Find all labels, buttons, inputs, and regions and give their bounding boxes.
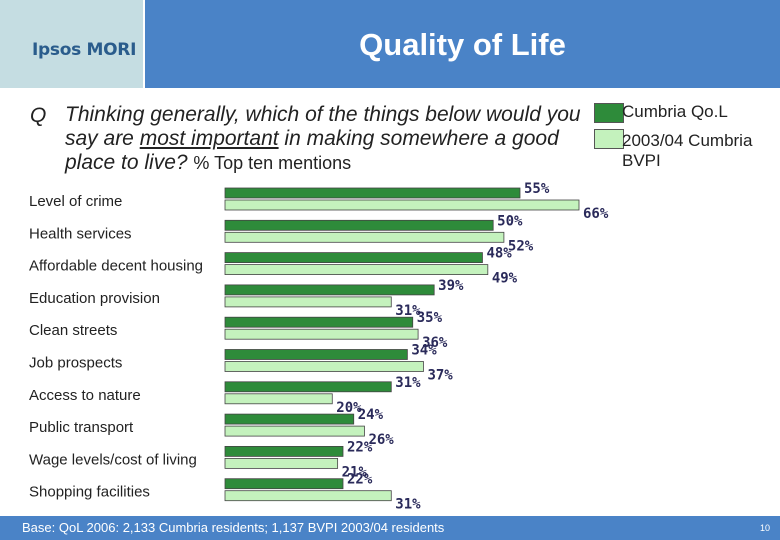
ipsos-mori-logo: Ipsos MORI [32,40,137,60]
legend-label-bvpi: 2003/04 Cumbria BVPI [622,131,753,170]
data-label-clean-streets-qol: 35% [417,310,443,326]
data-label-wage-levels-cost-of-living-bvpi: 21% [342,464,368,480]
bar-affordable-decent-housing-qol [224,252,483,264]
bar-clean-streets-qol [224,316,414,328]
bar-shopping-facilities-qol [224,478,344,490]
bar-education-provision-qol [224,284,435,296]
bar-public-transport-qol [224,413,355,425]
data-label-level-of-crime-qol: 55% [524,181,550,197]
category-label-public-transport: Public transport [29,419,134,436]
data-label-public-transport-qol: 24% [358,407,384,423]
category-label-access-to-nature: Access to nature [29,387,141,404]
bar-affordable-decent-housing-bvpi [224,264,489,276]
base-footnote: Base: QoL 2006: 2,133 Cumbria residents;… [22,520,445,535]
legend-swatch-bvpi [594,129,624,149]
bar-level-of-crime-qol [224,187,521,199]
category-label-wage-levels-cost-of-living: Wage levels/cost of living [29,451,197,468]
page-title: Quality of Life [359,27,566,62]
category-label-shopping-facilities: Shopping facilities [29,484,150,501]
question-label: Q [30,104,47,127]
data-label-affordable-decent-housing-qol: 48% [486,246,512,262]
bar-clean-streets-bvpi [224,328,419,340]
category-label-education-provision: Education provision [29,290,160,307]
legend-swatch-qol [594,103,624,123]
category-label-job-prospects: Job prospects [29,355,122,372]
footer-bar [0,516,780,540]
legend-label-qol: Cumbria Qo.L [622,102,728,121]
data-label-access-to-nature-qol: 31% [395,375,421,391]
header-bar [145,0,780,88]
bar-education-provision-bvpi [224,296,392,308]
bar-health-services-qol [224,219,494,231]
bar-wage-levels-cost-of-living-qol [224,445,344,457]
question-text: Thinking generally, which of the things … [65,103,585,175]
question-suffix: % Top ten mentions [193,153,352,173]
data-label-health-services-qol: 50% [497,213,523,229]
data-label-education-provision-qol: 39% [438,278,464,294]
bar-job-prospects-bvpi [224,361,424,372]
category-label-level-of-crime: Level of crime [29,193,122,210]
bar-wage-levels-cost-of-living-bvpi [224,457,339,469]
category-label-health-services: Health services [29,225,132,242]
question-text-underlined: most important [139,127,279,150]
data-label-affordable-decent-housing-bvpi: 49% [492,271,518,287]
category-label-affordable-decent-housing: Affordable decent housing [29,258,203,275]
data-label-education-provision-bvpi: 31% [395,303,421,319]
data-label-job-prospects-bvpi: 37% [427,368,453,384]
bar-access-to-nature-bvpi [224,393,333,405]
data-label-level-of-crime-bvpi: 66% [583,206,609,222]
question-text-after: in making somewhere a good place to live… [65,127,559,174]
bar-access-to-nature-qol [224,381,392,393]
data-label-job-prospects-qol: 34% [411,343,437,359]
data-label-shopping-facilities-bvpi: 31% [395,497,421,513]
bar-shopping-facilities-bvpi [224,490,392,502]
bar-job-prospects-qol [224,349,408,360]
data-label-wage-levels-cost-of-living-qol: 22% [347,439,373,455]
data-label-clean-streets-bvpi: 36% [422,335,448,351]
bar-public-transport-bvpi [224,425,365,437]
data-label-health-services-bvpi: 52% [508,238,534,254]
bar-health-services-bvpi [224,231,505,243]
data-label-access-to-nature-bvpi: 20% [336,400,362,416]
category-label-clean-streets: Clean streets [29,322,117,339]
page-number: 10 [759,523,770,533]
bar-level-of-crime-bvpi [224,199,580,211]
question-text-before: Thinking generally, which of the things … [65,103,581,150]
logo-panel [0,0,143,88]
data-label-public-transport-bvpi: 26% [368,432,394,448]
data-label-shopping-facilities-qol: 22% [347,472,373,488]
